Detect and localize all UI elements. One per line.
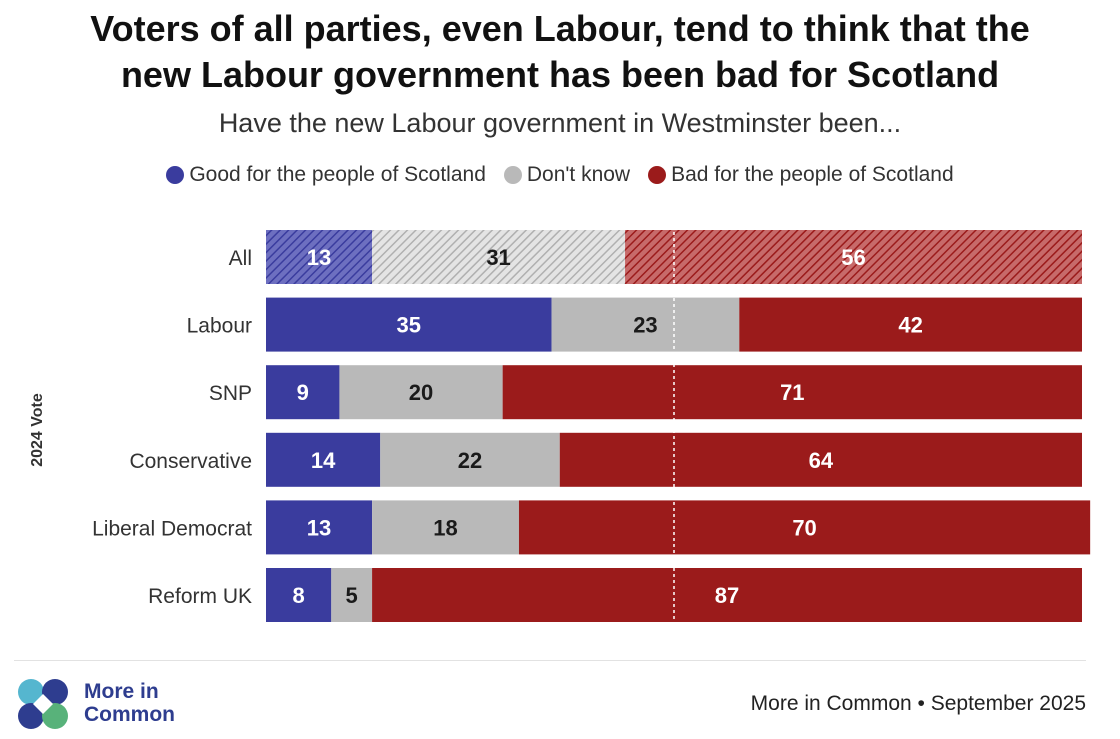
legend-item-bad: Bad for the people of Scotland [648,163,954,187]
category-label-labour: Labour [187,315,252,338]
data-label-reform-uk-good: 8 [293,583,305,608]
bar-all-good [266,230,373,284]
legend-label-bad: Bad for the people of Scotland [671,163,954,186]
bar-labour-bad [739,297,1082,352]
legend-item-dont-know: Don't know [503,163,631,187]
data-label-reform-uk-dont_know: 5 [346,583,358,608]
bar-snp-good [266,365,340,420]
bar-all-bad [625,230,1082,284]
bar-conservative-bad [559,432,1082,487]
data-label-liberal-democrat-bad: 70 [792,515,816,540]
data-label-labour-dont_know: 23 [633,313,657,338]
data-label-reform-uk-bad: 87 [715,583,739,608]
bar-conservative-good [266,432,381,487]
data-label-snp-good: 9 [297,380,309,405]
category-label-snp: SNP [209,382,252,405]
chart-title-line-2: new Labour government has been bad for S… [120,54,1000,95]
bar-labour-good [266,297,552,352]
bar-reform-uk-dont_know [331,568,373,622]
bar-reform-uk-good [266,568,332,622]
data-label-all-dont_know: 31 [486,245,510,270]
category-label-all: All [229,247,252,270]
logo-text-line-2: Common [84,703,175,726]
bar-labour-dont_know [551,297,740,352]
legend-item-good: Good for the people of Scotland [166,163,486,187]
category-label-liberal-democrat: Liberal Democrat [92,517,252,540]
legend-label-good: Good for the people of Scotland [189,163,486,186]
category-label-conservative: Conservative [129,450,252,473]
data-label-labour-bad: 42 [898,313,922,338]
data-label-conservative-bad: 64 [809,448,834,473]
legend-swatch-dont-know [503,166,522,184]
bar-liberal-democrat-bad [518,500,1091,555]
bars-group: 13 31 56 35 23 42 9 20 71 14 22 64 13 18 70 8 5 87 [266,226,1091,626]
data-label-conservative-good: 14 [311,448,336,473]
data-label-liberal-democrat-good: 13 [307,515,331,540]
data-label-all-bad: 56 [841,245,865,270]
legend-label-dont-know: Don't know [526,163,631,186]
chart-title: Voters of all parties, even Labour, tend… [0,6,1120,98]
legend-swatch-bad [648,166,667,184]
chart-title-line-1: Voters of all parties, even Labour, tend… [90,8,1030,49]
data-label-labour-good: 35 [397,313,421,338]
bar-liberal-democrat-dont_know [372,500,519,555]
legend-swatch-good [166,166,185,184]
data-label-snp-dont_know: 20 [409,380,433,405]
logo-wordmark: More in Common [84,680,175,726]
logo-text-line-1: More in [84,680,159,703]
data-label-conservative-dont_know: 22 [458,448,482,473]
bar-snp-bad [502,365,1082,420]
more-in-common-logo-icon [18,679,68,729]
data-label-liberal-democrat-dont_know: 18 [433,515,457,540]
y-axis-label: 2024 Vote [29,393,46,467]
category-label-reform-uk: Reform UK [148,585,252,608]
bar-liberal-democrat-good [266,500,373,555]
legend: Good for the people of Scotland Don't kn… [0,163,1120,187]
bar-snp-dont_know [339,365,503,420]
footer-divider [14,660,1086,661]
bar-conservative-dont_know [380,432,560,487]
data-label-snp-bad: 71 [780,380,804,405]
source-note: More in Common • September 2025 [750,692,1086,715]
chart-subtitle: Have the new Labour government in Westmi… [218,108,902,138]
category-labels-group: All Labour SNP Conservative Liberal Democrat… [92,247,252,608]
stacked-bar-chart: 13 31 56 35 23 42 9 20 71 14 22 64 13 18 70 8 5 87 All Lab… [29,226,1091,626]
bar-reform-uk-bad [372,568,1083,622]
bar-all-dont_know [372,230,626,284]
data-label-all-good: 13 [307,245,331,270]
